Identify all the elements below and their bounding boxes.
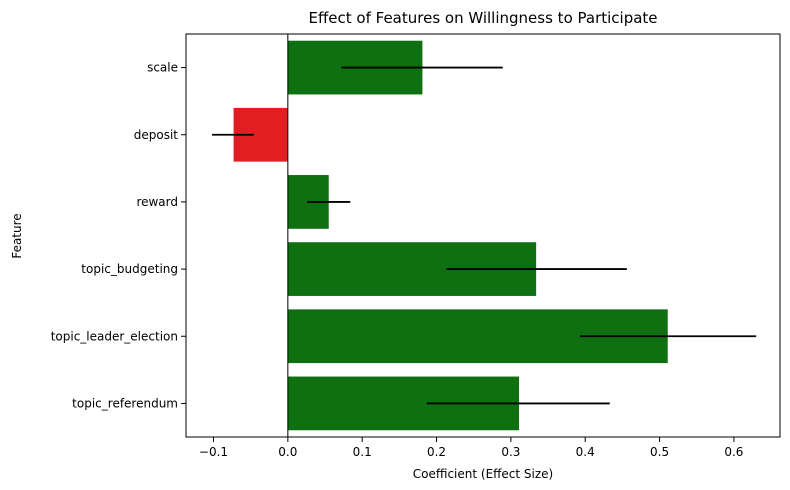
y-tick-label: topic_referendum bbox=[72, 396, 178, 410]
plot-area: scale deposit reward topic_budgeting topic_l… bbox=[51, 33, 781, 459]
y-tick-label: reward bbox=[136, 195, 178, 209]
x-tick-label: 0.4 bbox=[576, 445, 595, 459]
chart-title: Effect of Features on Willingness to Par… bbox=[308, 9, 657, 27]
y-tick-label: topic_leader_election bbox=[51, 329, 178, 343]
x-tick-label: 0.3 bbox=[501, 445, 520, 459]
y-tick-label: deposit bbox=[134, 128, 179, 142]
x-tick-label: 0.0 bbox=[278, 445, 297, 459]
plot-frame bbox=[185, 33, 781, 438]
y-tick-label: topic_budgeting bbox=[81, 262, 178, 276]
y-tick-label: scale bbox=[147, 61, 178, 75]
x-tick-label: 0.2 bbox=[427, 445, 446, 459]
x-tick-label: −0.1 bbox=[199, 445, 228, 459]
x-tick-label: 0.1 bbox=[353, 445, 372, 459]
x-tick-label: 0.6 bbox=[724, 445, 743, 459]
x-tick-label: 0.5 bbox=[650, 445, 669, 459]
y-axis-label: Feature bbox=[10, 213, 24, 258]
x-axis-label: Coefficient (Effect Size) bbox=[413, 467, 554, 481]
